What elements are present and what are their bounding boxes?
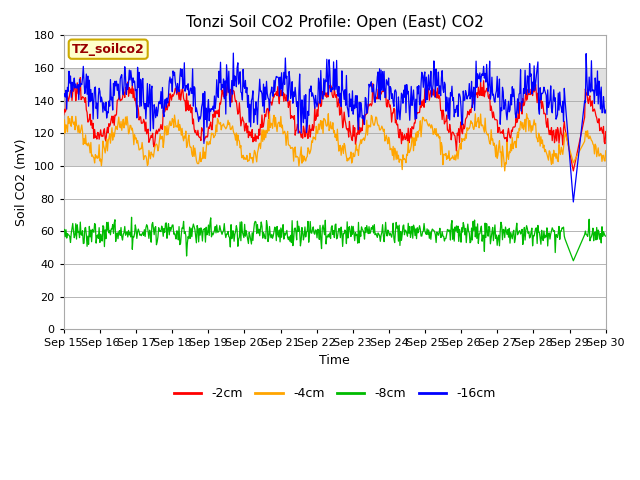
Text: TZ_soilco2: TZ_soilco2 bbox=[72, 43, 145, 56]
Bar bbox=[64, 68, 605, 166]
X-axis label: Time: Time bbox=[319, 354, 350, 367]
Y-axis label: Soil CO2 (mV): Soil CO2 (mV) bbox=[15, 139, 28, 226]
Legend: -2cm, -4cm, -8cm, -16cm: -2cm, -4cm, -8cm, -16cm bbox=[169, 383, 500, 406]
Title: Tonzi Soil CO2 Profile: Open (East) CO2: Tonzi Soil CO2 Profile: Open (East) CO2 bbox=[186, 15, 484, 30]
